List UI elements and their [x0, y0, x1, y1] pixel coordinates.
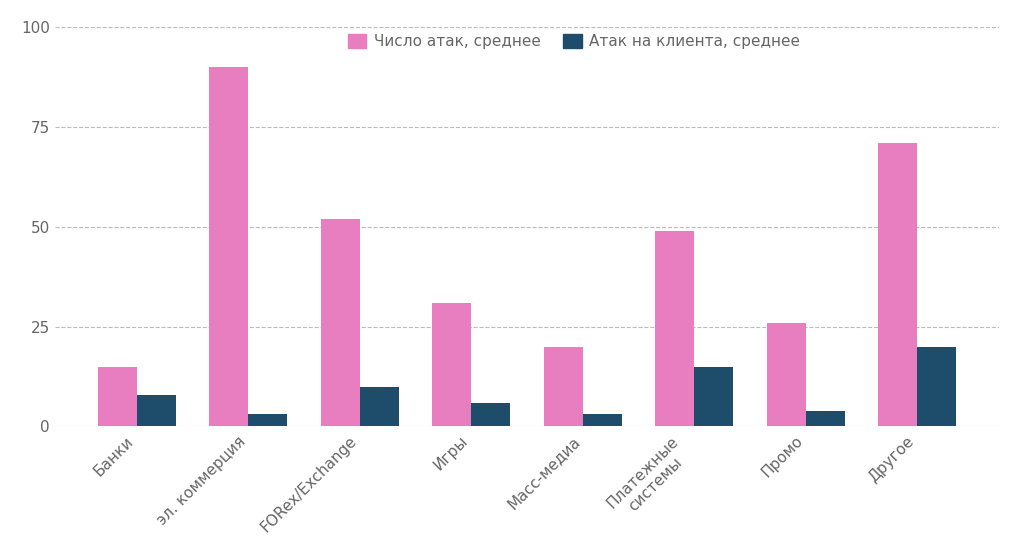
Bar — [320, 219, 360, 426]
Bar — [543, 346, 582, 426]
Bar — [766, 322, 805, 426]
Bar — [432, 302, 471, 426]
Bar — [582, 414, 621, 426]
Bar — [137, 395, 175, 426]
Bar — [248, 414, 286, 426]
Bar — [916, 346, 955, 426]
Bar — [471, 403, 510, 426]
Bar — [877, 143, 916, 426]
Bar — [654, 231, 694, 426]
Bar — [805, 410, 844, 426]
Bar — [694, 366, 733, 426]
Legend: Число атак, среднее, Атак на клиента, среднее: Число атак, среднее, Атак на клиента, ср… — [339, 27, 807, 57]
Bar — [98, 366, 137, 426]
Bar — [360, 386, 398, 426]
Bar — [209, 67, 248, 426]
